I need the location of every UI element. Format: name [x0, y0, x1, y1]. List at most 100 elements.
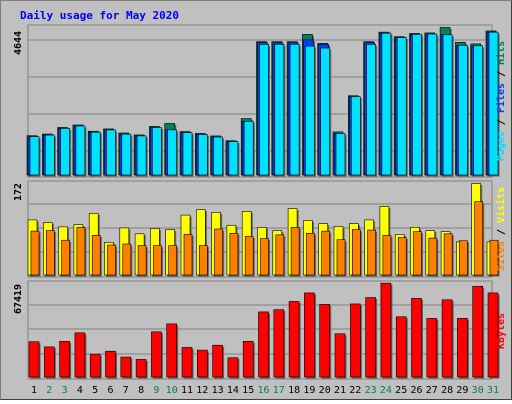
pages-bar: [442, 34, 453, 176]
pages-bar: [243, 121, 254, 176]
kbytes-bar: [380, 282, 392, 378]
x-tick-label: 8: [138, 385, 144, 396]
pages-bar: [412, 34, 422, 176]
sites-bar: [76, 227, 86, 276]
x-tick-label: 13: [212, 385, 224, 396]
kbytes-bar: [105, 350, 116, 378]
kbytes-bar: [258, 311, 269, 378]
pages-bar: [350, 96, 361, 176]
sites-bar: [367, 229, 376, 276]
kbytes-bar: [334, 333, 346, 378]
x-tick-label: 6: [107, 385, 113, 396]
sites-bar: [137, 245, 147, 276]
pages-bar: [213, 136, 223, 176]
x-tick-label: 26: [410, 385, 422, 396]
sites-bar: [30, 230, 40, 276]
kbytes-bar: [487, 292, 499, 378]
legend-separator: /: [496, 65, 507, 83]
legend-files: Files: [495, 83, 507, 113]
x-tick-label: 21: [334, 385, 346, 396]
pages-bar: [274, 44, 285, 176]
sites-bar: [229, 232, 239, 276]
pages-bar: [488, 31, 499, 176]
legend-kbytes: KBytes: [496, 313, 507, 349]
kbytes-bar: [441, 299, 453, 378]
sites-bar: [321, 230, 331, 276]
sites-bar: [260, 238, 269, 276]
sites-bar: [199, 245, 208, 276]
x-tick-label: 24: [380, 385, 392, 396]
legend-pages: Pages: [496, 131, 507, 161]
kbytes-bar: [89, 353, 101, 378]
x-tick-label: 23: [365, 385, 377, 396]
sites-bar: [153, 245, 162, 276]
pages-bar: [167, 129, 177, 176]
sites-bar: [107, 244, 116, 276]
pages-bar: [121, 133, 132, 176]
pages-bar: [90, 131, 101, 176]
pages-bar: [396, 37, 407, 176]
x-tick-label: 3: [62, 385, 68, 396]
kbytes-bar: [181, 347, 193, 378]
x-tick-label: 5: [92, 385, 98, 396]
pages-bar: [136, 135, 147, 176]
pages-bar: [458, 45, 468, 176]
sites-bar: [244, 236, 254, 276]
sites-bar: [336, 239, 346, 276]
x-tick-label: 15: [242, 385, 254, 396]
pages-bar: [427, 33, 438, 176]
kbytes-bar: [395, 316, 407, 378]
kbytes-bar: [43, 346, 55, 378]
x-tick-label: 10: [166, 385, 178, 396]
sites-bar: [168, 245, 177, 276]
pages-bar: [259, 44, 269, 176]
pages-bar: [289, 44, 300, 176]
kbytes-bar: [411, 298, 422, 378]
x-tick-label: 12: [196, 385, 208, 396]
hits-panel-legend: Pages / Files / Hits: [495, 41, 507, 161]
kbytes-bar: [135, 359, 147, 378]
kbytes-bar: [288, 301, 300, 378]
pages-bar: [29, 136, 40, 176]
kbytes-bar: [166, 323, 177, 378]
visits-panel-legend: Sites / Visits: [495, 187, 507, 271]
sites-bar: [122, 243, 132, 276]
pages-bar: [106, 129, 116, 176]
kbytes-bar: [304, 292, 315, 378]
kbytes-bar: [242, 341, 254, 378]
sites-bar: [183, 234, 193, 276]
pages-bar: [75, 125, 86, 176]
pages-bar: [305, 45, 315, 176]
x-tick-label: 2: [46, 385, 52, 396]
pages-bar: [44, 134, 55, 176]
sites-bar: [351, 229, 361, 276]
x-tick-label: 11: [181, 385, 193, 396]
hits-panel-ymax-label: 4644: [13, 31, 24, 55]
sites-bar: [443, 233, 453, 276]
pages-bar: [473, 45, 484, 176]
sites-bar: [45, 230, 55, 276]
kbytes-bar: [151, 331, 162, 378]
legend-sites: Sites: [495, 241, 507, 271]
kbytes-bar: [212, 344, 223, 378]
legend-hits: Hits: [495, 41, 507, 65]
x-tick-label: 29: [456, 385, 468, 396]
kbytes-bar: [426, 318, 438, 378]
kbytes-bar: [227, 357, 239, 378]
x-tick-label: 18: [288, 385, 300, 396]
kbytes-panel-legend: KBytes: [496, 313, 507, 349]
x-tick-label: 27: [426, 385, 438, 396]
kbytes-bar: [120, 356, 132, 378]
pages-bar: [228, 141, 239, 176]
x-tick-label: 22: [349, 385, 361, 396]
sites-bar: [61, 239, 70, 276]
kbytes-bar: [74, 332, 86, 378]
sites-bar: [306, 232, 315, 276]
kbytes-bar: [197, 349, 208, 378]
pages-bar: [366, 44, 376, 176]
sites-bar: [382, 235, 392, 276]
sites-bar: [397, 237, 407, 276]
kbytes-bar: [365, 297, 376, 378]
pages-bar: [152, 127, 162, 176]
